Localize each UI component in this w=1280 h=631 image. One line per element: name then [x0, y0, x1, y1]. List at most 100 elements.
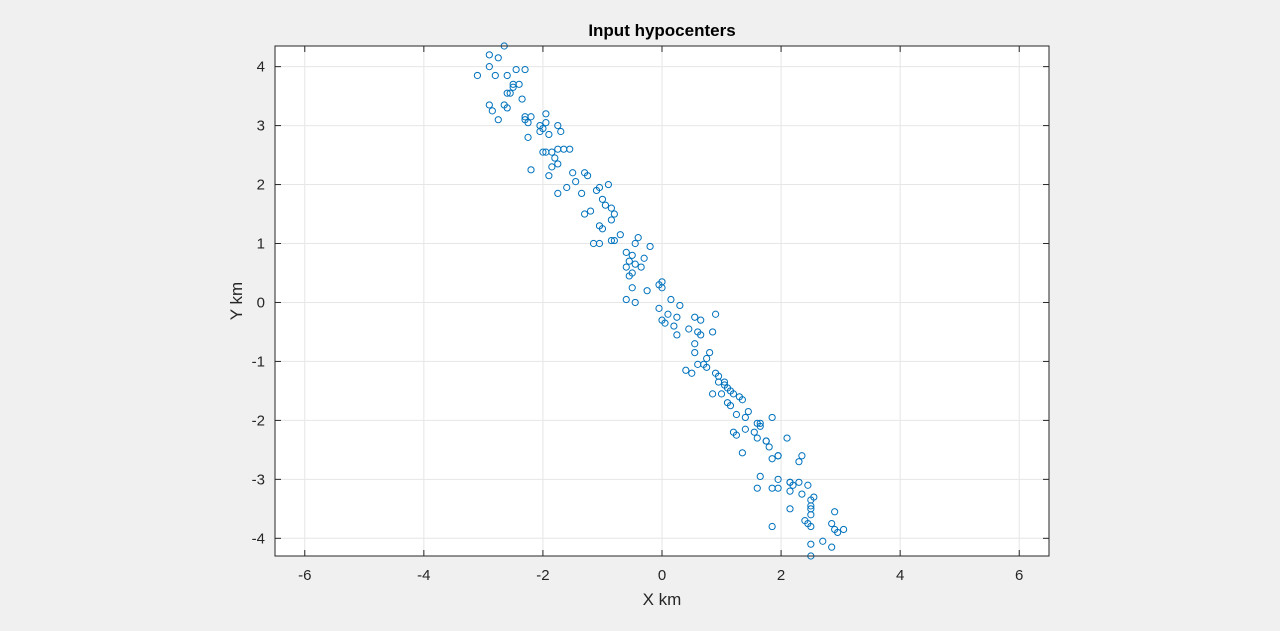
data-point	[694, 360, 702, 368]
data-point	[643, 287, 651, 295]
data-point	[485, 101, 493, 109]
data-point	[625, 272, 633, 280]
y-tick-label: -4	[252, 530, 265, 547]
data-point	[756, 422, 764, 430]
data-point	[667, 295, 675, 304]
data-point	[726, 402, 735, 410]
data-point	[569, 169, 577, 177]
x-tick-label: 2	[777, 567, 785, 584]
data-point	[804, 481, 812, 489]
x-tick-label: -4	[417, 567, 430, 584]
data-point	[768, 455, 776, 463]
data-point	[756, 472, 764, 481]
data-point	[494, 54, 502, 62]
data-point	[828, 543, 836, 551]
data-point	[711, 310, 720, 318]
data-point	[625, 257, 633, 265]
data-point	[774, 475, 782, 483]
grid	[275, 46, 1049, 556]
data-point	[554, 160, 562, 168]
data-point	[714, 378, 723, 386]
y-tick-label: 2	[257, 177, 265, 194]
data-point	[524, 133, 532, 141]
data-point	[542, 110, 550, 118]
chart-title: Input hypocenters	[588, 21, 735, 40]
data-point	[795, 458, 803, 466]
data-point	[521, 65, 529, 74]
data-point	[682, 366, 690, 374]
data-point	[607, 204, 615, 212]
data-point	[509, 80, 517, 88]
data-point	[622, 248, 630, 256]
data-point	[661, 319, 669, 327]
data-point	[551, 154, 559, 162]
data-point	[795, 478, 803, 486]
data-point	[655, 304, 663, 312]
x-tick-label: 4	[896, 567, 904, 584]
data-point	[598, 225, 607, 233]
data-point	[509, 83, 517, 91]
data-point	[685, 325, 693, 333]
data-point	[637, 263, 645, 271]
y-axis-label: Y km	[227, 282, 246, 320]
data-point	[601, 201, 610, 209]
data-point	[604, 180, 613, 189]
data-point	[691, 348, 699, 357]
x-tick-label: 0	[658, 567, 666, 584]
data-point	[545, 130, 553, 139]
y-tick-label: 0	[257, 294, 265, 311]
data-point	[563, 183, 571, 192]
data-point	[709, 390, 717, 398]
data-point	[554, 121, 562, 130]
data-point	[697, 331, 705, 339]
data-point	[578, 189, 586, 197]
data-point	[548, 148, 556, 156]
data-point	[744, 407, 752, 416]
data-point	[741, 413, 749, 422]
data-point	[646, 242, 654, 251]
data-point	[631, 298, 639, 307]
data-point	[581, 210, 589, 218]
x-axis-label: X km	[643, 590, 682, 609]
data-point	[819, 537, 827, 545]
data-point	[828, 519, 836, 528]
data-point	[506, 89, 514, 97]
data-point	[673, 331, 681, 339]
data-point	[610, 236, 618, 245]
data-point	[798, 490, 806, 498]
data-point	[473, 71, 482, 80]
data-point	[839, 525, 848, 534]
data-point	[768, 522, 776, 531]
data-point	[527, 113, 535, 121]
data-points	[473, 42, 848, 560]
data-point	[732, 410, 741, 419]
data-point	[566, 145, 574, 153]
data-point	[518, 95, 526, 103]
axis-ticks: -6 -4 -2 0 2 4 6 -4 -3 -2 -1 0 1 2 3 4	[252, 46, 1049, 584]
y-tick-label: 4	[257, 59, 265, 76]
data-point	[631, 239, 639, 248]
data-point	[738, 449, 746, 457]
data-point	[673, 313, 681, 321]
data-point	[810, 493, 818, 501]
x-tick-label: 6	[1015, 567, 1023, 584]
data-point	[503, 89, 511, 97]
data-point	[589, 239, 598, 248]
data-point	[536, 127, 544, 136]
y-tick-label: -1	[252, 353, 265, 370]
data-point	[786, 505, 794, 513]
data-point	[670, 322, 678, 330]
data-point	[485, 63, 493, 71]
data-point	[738, 396, 746, 404]
data-point	[545, 172, 553, 180]
data-point	[521, 116, 529, 124]
data-point	[572, 178, 580, 186]
data-point	[741, 425, 749, 433]
y-tick-label: -3	[252, 471, 265, 488]
data-point	[697, 316, 705, 324]
data-point	[542, 119, 550, 127]
data-point	[548, 163, 556, 171]
data-point	[729, 428, 738, 436]
